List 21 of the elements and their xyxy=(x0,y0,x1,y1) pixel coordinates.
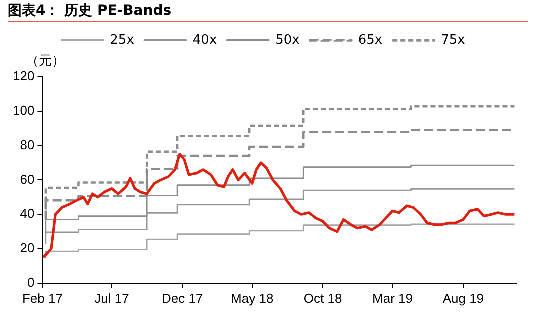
y-axis-title: （元） xyxy=(26,53,65,70)
x-tick-label: Oct 18 xyxy=(304,290,342,306)
y-tick-label: 100 xyxy=(12,102,35,118)
x-tick-label: Jul 17 xyxy=(94,290,130,306)
legend-label: 65x xyxy=(358,32,383,48)
legend-label: 75x xyxy=(441,32,466,48)
y-tick-label: 80 xyxy=(20,137,35,152)
legend-label: 50x xyxy=(276,32,300,48)
x-tick-label: Aug 19 xyxy=(442,290,484,306)
legend-label: 40x xyxy=(192,32,218,48)
y-tick-label: 120 xyxy=(12,68,35,84)
x-tick-label: May 18 xyxy=(231,290,274,306)
y-tick-label: 60 xyxy=(20,172,35,187)
chart-title: 图表4： 历史 PE-Bands xyxy=(8,2,172,20)
y-tick-label: 40 xyxy=(20,206,35,222)
x-tick-label: Dec 17 xyxy=(162,290,204,306)
x-tick-label: Feb 17 xyxy=(22,290,63,306)
y-tick-label: 20 xyxy=(20,240,35,256)
x-tick-label: Mar 19 xyxy=(372,290,413,306)
y-tick-label: 0 xyxy=(27,274,35,290)
legend-label: 25x xyxy=(110,32,135,48)
